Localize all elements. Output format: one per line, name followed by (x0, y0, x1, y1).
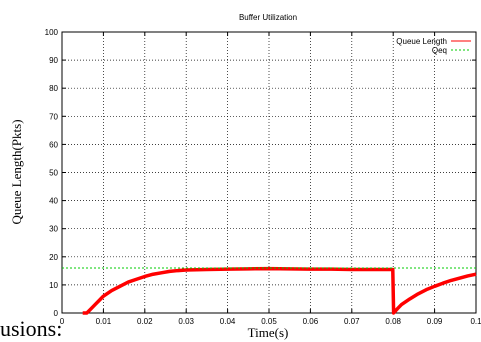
y-tick-label: 60 (49, 140, 58, 149)
chart-title: Buffer Utilization (239, 13, 297, 22)
x-tick-label: 0.06 (303, 317, 319, 326)
legend-label-qeq: Qeq (432, 46, 447, 55)
grid-lines (62, 32, 476, 313)
y-tick-label: 20 (49, 253, 58, 262)
y-tick-label: 90 (49, 56, 58, 65)
y-tick-label: 30 (49, 225, 58, 234)
y-axis-label: Queue Length(Pkts) (9, 119, 24, 224)
x-tick-label: 0.09 (427, 317, 443, 326)
y-tick-label: 80 (49, 84, 58, 93)
x-tick-label: 0.02 (137, 317, 153, 326)
x-tick-label: 0.08 (385, 317, 401, 326)
x-tick-label: 0 (60, 317, 65, 326)
x-tick-label: 0.01 (96, 317, 112, 326)
y-axis-ticks: 0 10 20 30 40 50 60 70 80 90 100 (45, 28, 476, 318)
x-tick-label: 0.04 (220, 317, 236, 326)
y-tick-label: 100 (45, 28, 59, 37)
series-line-queue-length (82, 266, 477, 315)
y-tick-label: 70 (49, 112, 58, 121)
x-tick-label: 0.05 (261, 317, 277, 326)
y-tick-label: 10 (49, 281, 58, 290)
series-layer (62, 266, 477, 315)
y-tick-label: 40 (49, 197, 58, 206)
x-tick-label: 0.07 (344, 317, 360, 326)
y-tick-label: 50 (49, 169, 58, 178)
x-axis-label: Time(s) (248, 325, 289, 340)
x-tick-label: 0.03 (178, 317, 194, 326)
x-axis-ticks: 0 0.01 0.02 0.03 0.04 0.05 0.06 0.07 0.08 0.09 0.1 (60, 32, 481, 326)
legend-label-queue-length: Queue Length (396, 37, 447, 46)
legend: Queue Length Qeq (396, 37, 471, 55)
stray-caption-text: usions: (0, 316, 63, 341)
x-tick-label: 0.1 (470, 317, 481, 326)
y-tick-label: 0 (54, 309, 59, 318)
